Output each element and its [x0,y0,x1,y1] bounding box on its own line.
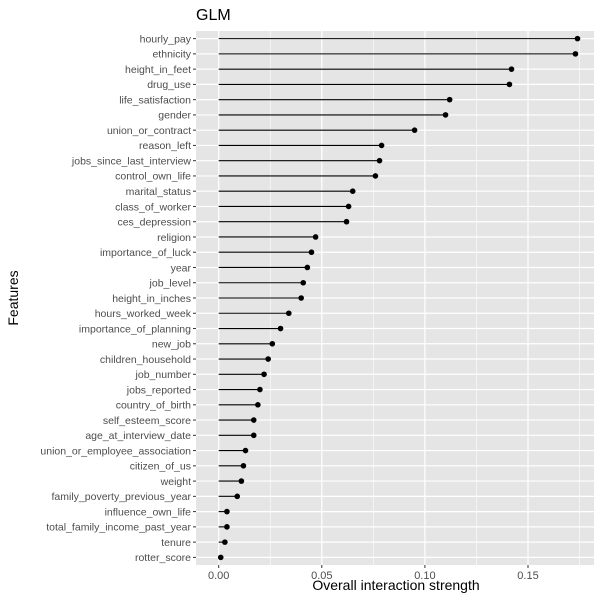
y-tick-label-country_of_birth: country_of_birth [116,400,191,412]
point-jobs_reported [257,386,263,393]
y-tick-label-life_satisfaction: life_satisfaction [119,94,191,106]
y-tick-label-importance_of_planning: importance_of_planning [79,323,191,335]
point-weight [238,478,245,484]
point-hourly_pay [574,35,581,42]
y-tick-label-age_at_interview_date: age_at_interview_date [85,430,191,442]
y-axis-title: Features [5,270,21,325]
point-gender [442,112,449,118]
y-tick-label-height_in_inches: height_in_inches [112,293,191,305]
point-new_job [269,340,276,347]
point-height_in_inches [298,295,304,301]
y-tick-label-class_of_worker: class_of_worker [115,201,191,213]
point-drug_use [506,81,513,88]
point-life_satisfaction [446,96,453,103]
point-rotter_score [217,554,224,561]
point-control_own_life [372,173,379,179]
lollipop-segments [218,38,578,558]
point-religion [312,234,319,240]
x-tick-label-3: 0.15 [517,570,538,582]
point-ces_depression [343,218,350,225]
point-class_of_worker [345,203,352,210]
point-job_level [300,279,307,286]
y-tick-label-rotter_score: rotter_score [135,552,191,564]
y-tick-label-religion: religion [157,232,191,244]
y-tick-label-drug_use: drug_use [147,79,191,91]
x-axis-title: Overall interaction strength [312,577,479,593]
y-tick-label-weight: weight [160,476,191,488]
x-tick-label-2: 0.10 [414,570,435,582]
point-tenure [222,539,228,545]
y-tick-label-children_household: children_household [100,354,191,366]
point-marital_status [349,188,356,194]
point-height_in_feet [508,66,515,72]
point-union_or_contract [411,127,418,133]
y-tick-label-union_or_contract: union_or_contract [107,125,191,137]
x-axis-tick-labels: 0.00 0.05 0.10 0.15 [208,565,539,582]
point-ethnicity [572,51,579,57]
y-tick-label-citizen_of_us: citizen_of_us [130,461,191,473]
y-tick-label-total_family_income_past_year: total_family_income_past_year [46,522,191,534]
point-reason_left [378,142,385,149]
chart-title: GLM [196,7,231,24]
y-tick-label-new_job: new_job [152,339,191,351]
y-tick-label-marital_status: marital_status [126,186,191,198]
point-total_family_income_past_year [224,524,230,530]
y-tick-label-job_level: job_level [149,278,191,290]
y-tick-label-jobs_reported: jobs_reported [126,384,191,396]
y-tick-label-family_poverty_previous_year: family_poverty_previous_year [52,491,192,503]
point-job_number [261,371,267,378]
y-tick-label-hours_worked_week: hours_worked_week [95,308,192,320]
point-citizen_of_us [240,463,247,469]
point-self_esteem_score [250,417,257,423]
y-tick-label-influence_own_life: influence_own_life [105,506,192,518]
y-tick-label-height_in_feet: height_in_feet [125,64,191,76]
y-axis-tick-labels: hourly_pay ethnicity height_in_feet drug_us… [40,33,196,564]
point-country_of_birth [255,402,261,408]
point-year [304,264,311,271]
y-tick-label-self_esteem_score: self_esteem_score [103,415,191,427]
point-age_at_interview_date [250,432,257,439]
point-importance_of_planning [277,325,284,332]
x-tick-label-1: 0.05 [311,570,332,582]
lollipop-points [217,35,581,561]
point-union_or_employee_association [242,447,249,454]
y-tick-label-jobs_since_last_interview: jobs_since_last_interview [71,155,191,167]
y-tick-label-year: year [171,262,192,274]
x-tick-label-0: 0.00 [208,570,229,582]
y-tick-label-gender: gender [158,110,191,122]
y-tick-label-ethnicity: ethnicity [152,49,191,61]
y-tick-label-reason_left: reason_left [139,140,191,152]
y-tick-label-control_own_life: control_own_life [115,171,191,183]
y-tick-label-hourly_pay: hourly_pay [140,33,192,45]
y-tick-label-tenure: tenure [161,537,191,549]
y-tick-label-importance_of_luck: importance_of_luck [100,247,192,259]
y-tick-label-ces_depression: ces_depression [117,217,191,229]
point-importance_of_luck [308,249,315,256]
point-children_household [265,356,271,362]
y-tick-label-job_number: job_number [135,369,192,381]
point-influence_own_life [224,508,230,515]
y-tick-label-union_or_employee_association: union_or_employee_association [40,445,191,457]
point-jobs_since_last_interview [376,157,383,164]
point-family_poverty_previous_year [234,493,241,500]
point-hours_worked_week [285,310,292,317]
